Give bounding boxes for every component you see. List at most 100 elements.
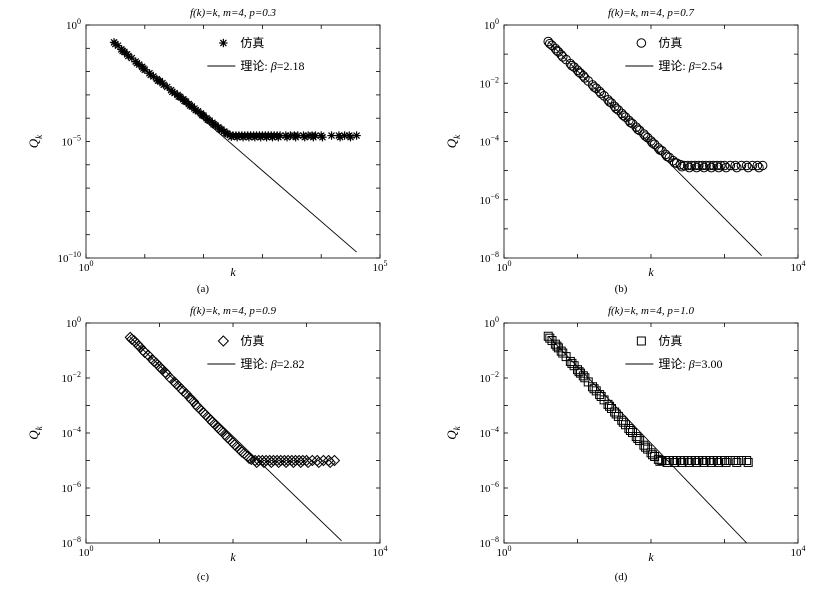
data-point xyxy=(692,457,702,467)
data-point xyxy=(743,457,753,467)
data-point xyxy=(706,457,716,467)
y-tick-label: 10−5 xyxy=(61,134,81,149)
data-point xyxy=(699,162,709,173)
data-point xyxy=(736,456,746,465)
data-point xyxy=(603,95,613,105)
data-point xyxy=(670,457,680,467)
data-point xyxy=(328,454,341,467)
data-point xyxy=(318,132,327,142)
chart-title: f(k)=k, m=4, p=0.9 xyxy=(190,305,277,317)
x-tick-label: 104 xyxy=(791,259,806,274)
data-point xyxy=(697,160,708,171)
y-tick-label: 10−8 xyxy=(479,535,499,550)
y-tick-label: 10−8 xyxy=(479,250,499,265)
data-point xyxy=(649,139,660,150)
data-point xyxy=(620,112,631,122)
data-point xyxy=(693,160,704,171)
data-point xyxy=(714,457,724,467)
data-point xyxy=(578,71,589,81)
data-point xyxy=(613,105,624,115)
data-point xyxy=(741,160,752,171)
data-point xyxy=(596,88,606,99)
data-point xyxy=(280,456,292,469)
y-tick-label: 10−8 xyxy=(61,535,81,550)
data-point xyxy=(293,131,303,140)
legend-theory-label: 理论: β=2.54 xyxy=(658,59,722,73)
panel-caption: (a) xyxy=(197,283,210,295)
data-point xyxy=(633,434,643,444)
sim-series xyxy=(543,331,753,467)
data-point xyxy=(625,117,636,128)
data-point xyxy=(300,132,309,142)
data-point xyxy=(289,454,302,467)
x-tick-label: 100 xyxy=(497,544,512,559)
data-point xyxy=(640,131,651,141)
data-point xyxy=(636,336,646,346)
data-point xyxy=(757,160,768,171)
sim-series xyxy=(124,331,341,469)
data-point xyxy=(642,132,653,143)
y-axis-label: Qk xyxy=(444,425,462,439)
y-tick-label: 10−6 xyxy=(479,192,499,207)
data-point xyxy=(198,407,210,419)
data-point xyxy=(701,160,711,171)
data-point xyxy=(545,333,555,343)
data-point xyxy=(243,452,255,465)
panel-caption: (b) xyxy=(615,283,628,295)
data-point xyxy=(684,457,694,467)
data-point xyxy=(297,454,309,467)
data-point xyxy=(317,454,330,467)
x-tick-label: 100 xyxy=(79,259,94,274)
panel-b: f(k)=k, m=4, p=0.7 100 104 100 10−2 10−4 10−6 1… xyxy=(444,7,806,295)
data-point xyxy=(712,160,722,171)
data-point xyxy=(265,456,277,469)
data-point xyxy=(690,160,700,171)
data-point xyxy=(557,52,568,62)
data-point xyxy=(567,358,577,368)
x-axis-label: k xyxy=(230,550,236,564)
chart-title: f(k)=k, m=4, p=0.3 xyxy=(190,7,277,19)
data-point xyxy=(205,414,217,426)
data-point xyxy=(140,65,149,74)
y-tick-label: 10−6 xyxy=(61,480,81,495)
data-point xyxy=(346,132,355,142)
data-point xyxy=(302,456,314,469)
data-point xyxy=(679,160,689,171)
plot-frame xyxy=(85,322,381,544)
x-tick-label: 100 xyxy=(79,544,94,559)
data-point xyxy=(675,159,686,170)
data-point xyxy=(159,80,168,89)
data-point xyxy=(192,401,204,414)
plot-frame xyxy=(503,322,799,544)
data-point xyxy=(686,160,697,171)
data-point xyxy=(732,457,742,467)
data-point xyxy=(653,143,664,153)
data-point xyxy=(616,108,627,119)
x-axis-label: k xyxy=(648,550,654,564)
y-tick-label: 100 xyxy=(484,315,499,330)
data-point xyxy=(572,65,583,76)
panel-d: f(k)=k, m=4, p=1.0 100 104 100 10−2 10−4 10−6 1… xyxy=(444,305,806,583)
legend-sim-label: 仿真 xyxy=(240,334,264,348)
data-point xyxy=(573,365,582,375)
data-point xyxy=(162,82,172,92)
data-point xyxy=(172,380,184,392)
data-point xyxy=(578,371,588,381)
data-point xyxy=(556,49,566,60)
chart-title: f(k)=k, m=4, p=1.0 xyxy=(608,305,695,317)
data-point xyxy=(589,384,599,394)
data-point xyxy=(647,138,658,148)
y-tick-label: 10−4 xyxy=(479,134,499,149)
data-point xyxy=(646,136,656,146)
data-point xyxy=(657,145,667,156)
y-axis-label: Qk xyxy=(444,134,462,148)
data-point xyxy=(294,456,307,469)
data-point xyxy=(311,131,320,140)
data-point xyxy=(606,98,617,108)
data-point xyxy=(611,409,621,419)
data-point xyxy=(217,335,230,347)
x-tick-label: 100 xyxy=(497,259,512,274)
